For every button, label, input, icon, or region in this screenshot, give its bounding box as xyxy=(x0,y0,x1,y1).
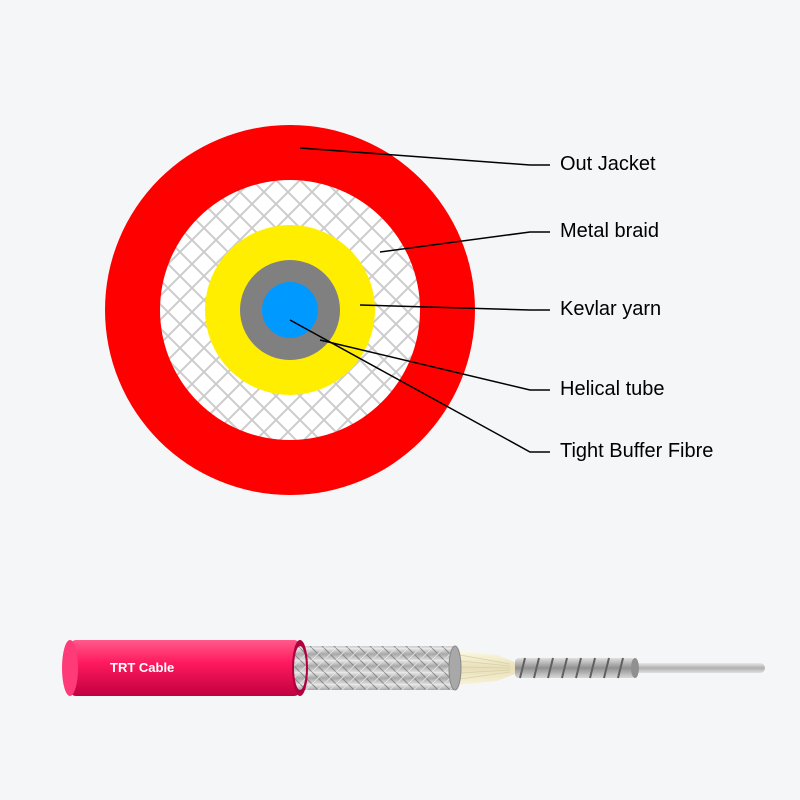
label-out-jacket: Out Jacket xyxy=(560,153,656,176)
cross-section-svg xyxy=(0,0,800,560)
ring-tight-buffer-fibre xyxy=(262,282,318,338)
label-metal-braid: Metal braid xyxy=(560,220,659,243)
cable-brand-label: TRT Cable xyxy=(110,660,174,675)
side-helical xyxy=(515,658,635,678)
cable-side-view: TRT Cable xyxy=(0,600,800,760)
label-helical-tube: Helical tube xyxy=(560,378,665,401)
label-kevlar-yarn: Kevlar yarn xyxy=(560,298,661,321)
side-jacket xyxy=(70,640,300,696)
side-fibre xyxy=(635,663,765,673)
side-braid xyxy=(300,646,455,690)
diagram-container: Out Jacket Metal braid Kevlar yarn Helical … xyxy=(0,0,800,800)
label-tight-buffer-fibre: Tight Buffer Fibre xyxy=(560,440,713,463)
